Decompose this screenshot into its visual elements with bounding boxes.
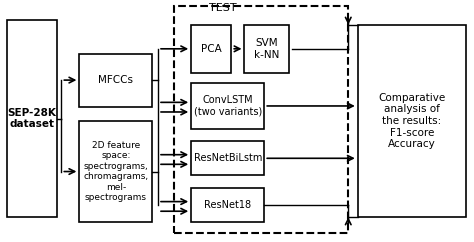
FancyBboxPatch shape [358, 25, 466, 217]
Text: Comparative
analysis of
the results:
F1-score
Accuracy: Comparative analysis of the results: F1-… [378, 93, 446, 149]
FancyBboxPatch shape [191, 25, 231, 73]
FancyBboxPatch shape [173, 6, 348, 233]
Text: ResNetBiLstm: ResNetBiLstm [193, 153, 262, 163]
FancyBboxPatch shape [245, 25, 289, 73]
Text: ConvLSTM
(two variants): ConvLSTM (two variants) [193, 95, 262, 117]
FancyBboxPatch shape [79, 54, 153, 106]
Text: SVM
k-NN: SVM k-NN [254, 38, 280, 60]
Text: MFCCs: MFCCs [99, 75, 133, 85]
Text: PCA: PCA [201, 44, 221, 54]
FancyBboxPatch shape [191, 142, 264, 175]
Text: TEST: TEST [210, 3, 237, 13]
FancyBboxPatch shape [7, 20, 57, 217]
FancyBboxPatch shape [191, 188, 264, 222]
Text: SEP-28K
dataset: SEP-28K dataset [8, 108, 56, 129]
Text: 2D feature
space:
spectrograms,
chromagrams,
mel-
spectrograms: 2D feature space: spectrograms, chromagr… [83, 141, 148, 202]
FancyBboxPatch shape [191, 83, 264, 129]
Text: ResNet18: ResNet18 [204, 200, 251, 210]
FancyBboxPatch shape [79, 121, 153, 222]
